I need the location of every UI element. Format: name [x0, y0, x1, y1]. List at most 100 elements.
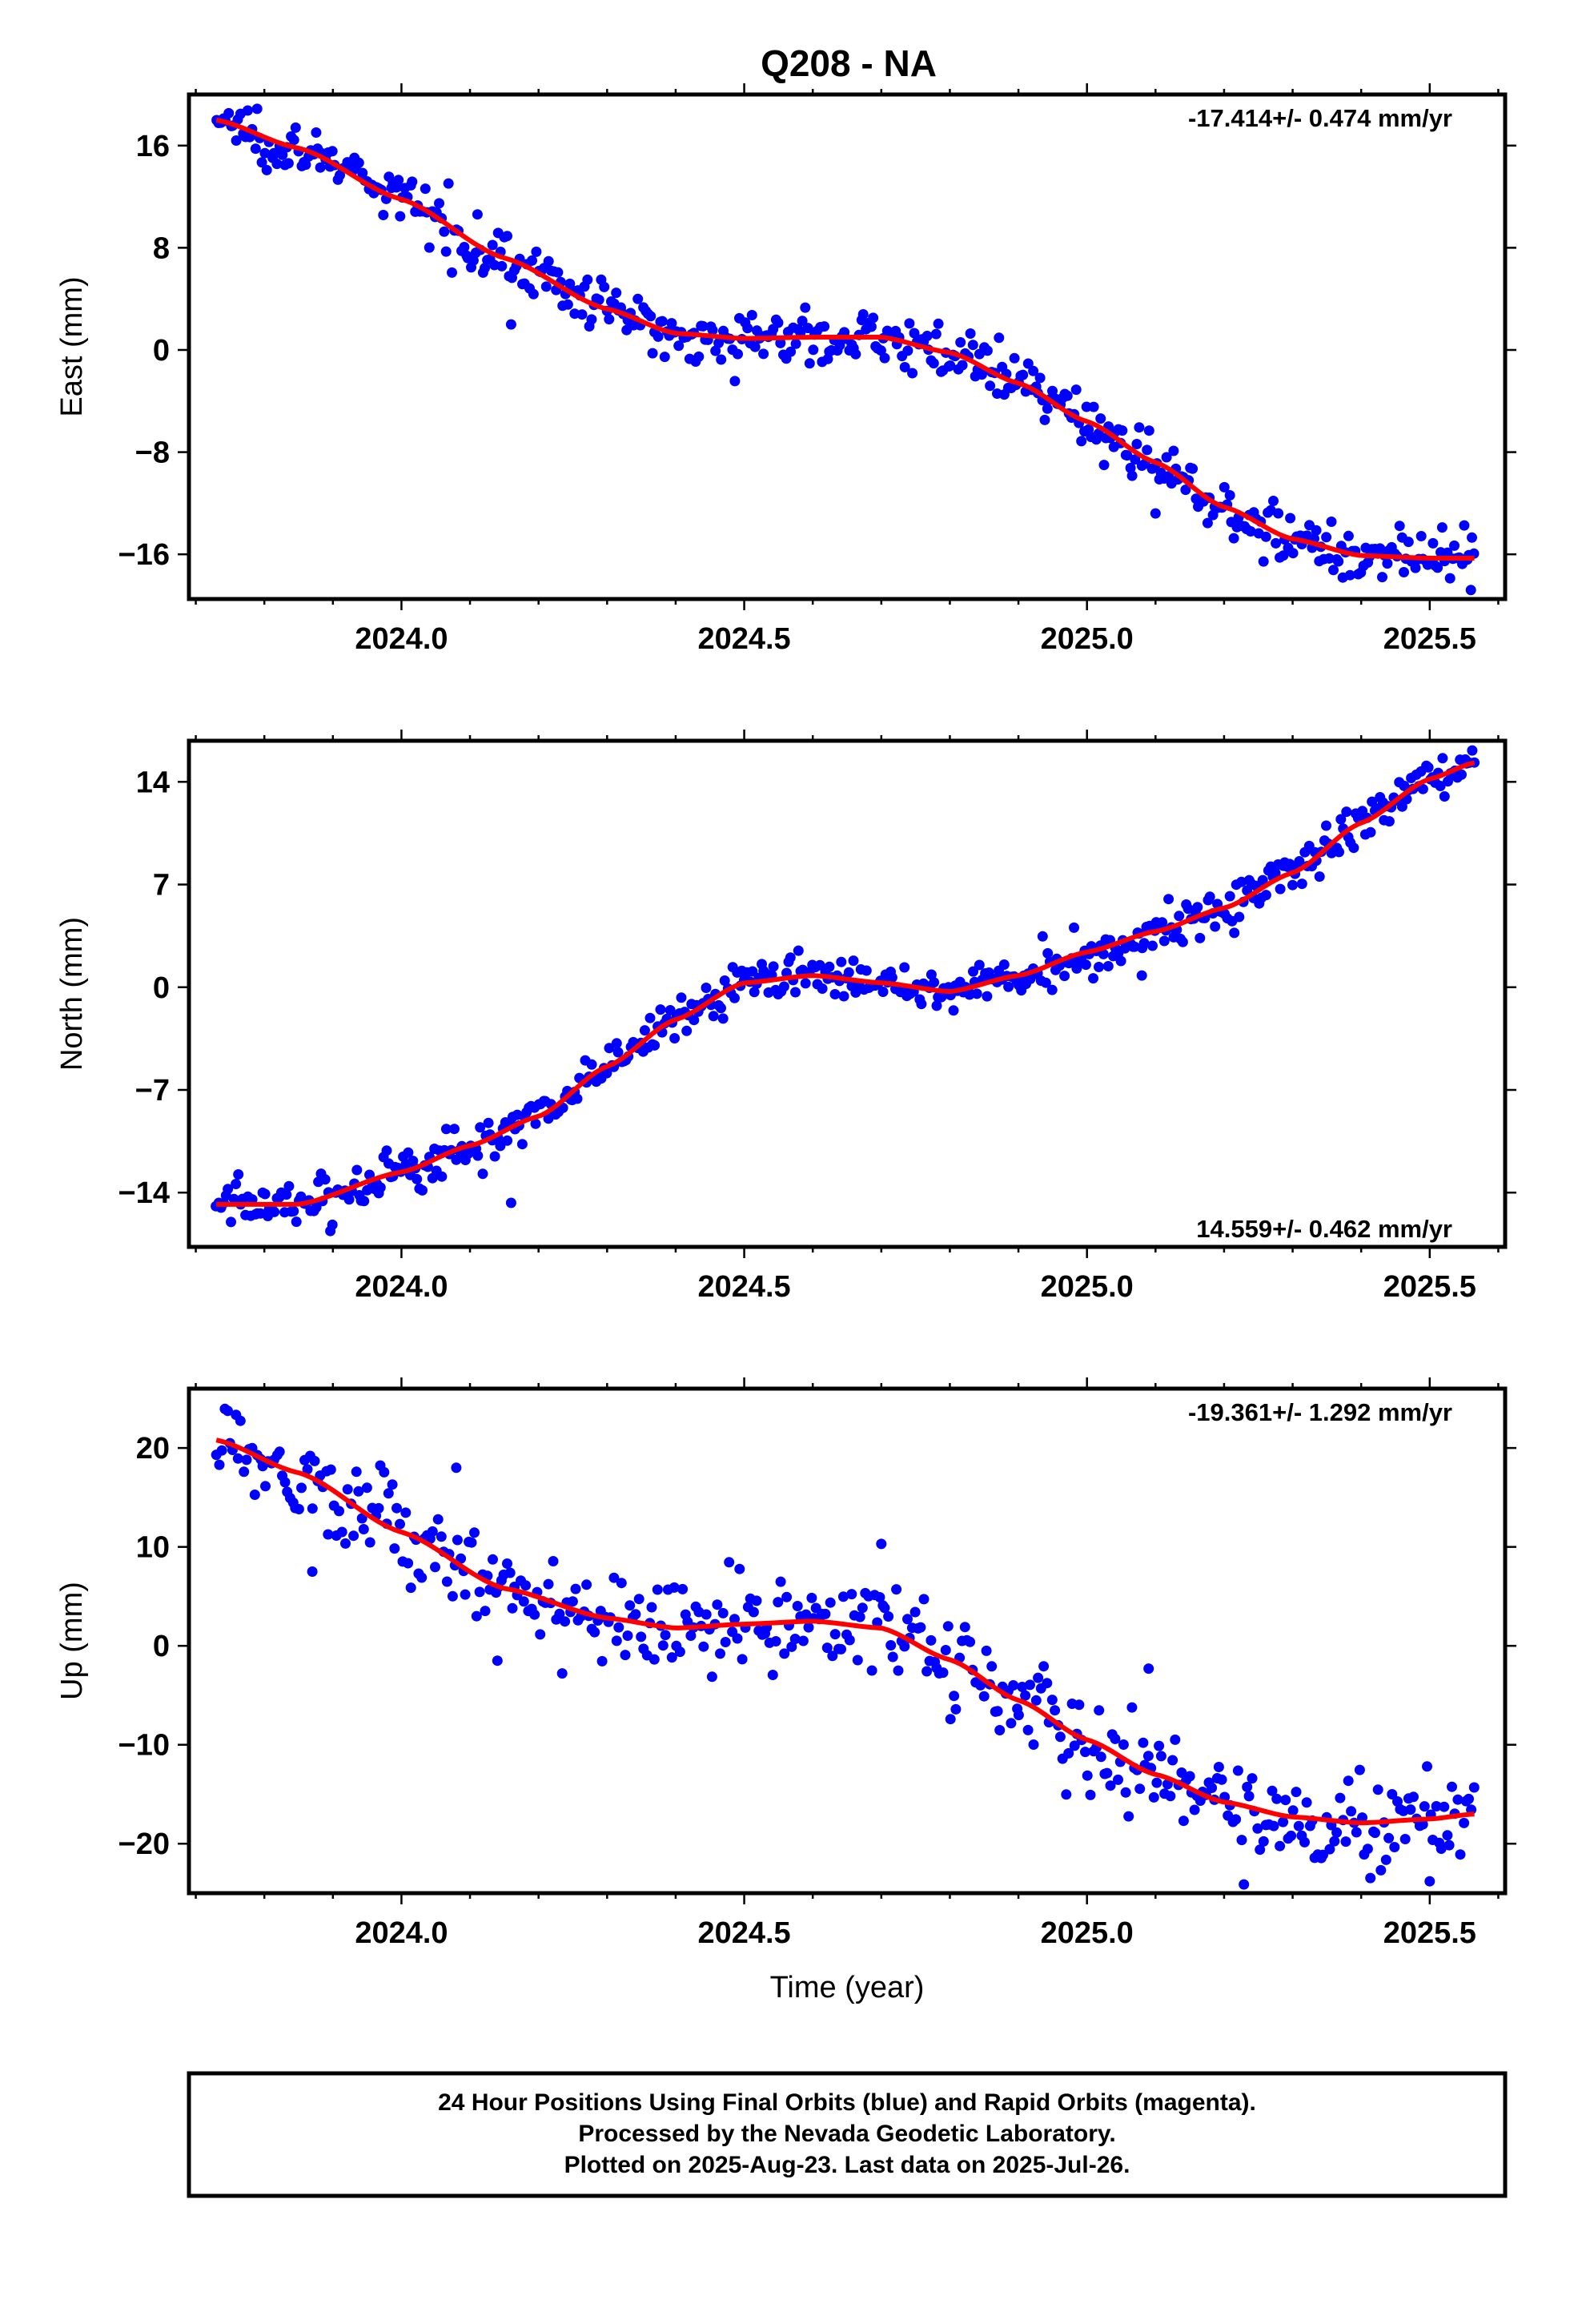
data-point [1252, 1823, 1263, 1834]
data-point [669, 1033, 681, 1043]
data-point [1098, 948, 1109, 959]
data-point [311, 127, 322, 138]
data-point [1382, 558, 1393, 569]
data-point [904, 318, 915, 329]
data-point [701, 983, 712, 993]
data-point [364, 1537, 375, 1548]
data-point [1323, 553, 1335, 564]
data-point [978, 1691, 990, 1702]
data-point [931, 1000, 942, 1011]
data-point [281, 1189, 292, 1200]
data-point [1287, 1805, 1299, 1816]
data-point [885, 1640, 897, 1651]
data-point [1155, 1751, 1166, 1762]
data-point [1210, 921, 1221, 932]
data-point [1431, 1801, 1442, 1811]
data-point [1334, 846, 1344, 858]
data-point [817, 983, 828, 994]
data-point [1354, 1764, 1365, 1775]
data-point [487, 239, 498, 251]
data-point [1046, 984, 1058, 995]
data-point [949, 1691, 960, 1702]
data-point [1271, 537, 1282, 549]
data-point [868, 312, 879, 324]
data-point [507, 1602, 518, 1614]
data-point [945, 360, 956, 371]
x-tick-label: 2024.0 [355, 622, 448, 656]
data-point [1236, 1835, 1247, 1846]
data-point [773, 1597, 784, 1608]
data-point [307, 1503, 318, 1514]
data-point [1351, 1827, 1362, 1838]
data-point [921, 1666, 933, 1677]
data-point [1167, 1755, 1178, 1766]
data-point [701, 1609, 712, 1620]
data-point [327, 146, 338, 157]
data-point [717, 1607, 729, 1618]
data-point [562, 299, 573, 310]
data-point [1037, 931, 1048, 942]
data-point [223, 1184, 234, 1195]
data-point [915, 1622, 926, 1633]
data-point [1389, 1842, 1400, 1852]
data-point [1365, 826, 1376, 838]
data-point [323, 1529, 334, 1540]
data-point [1095, 413, 1106, 424]
data-point [1383, 816, 1395, 827]
plot-frame [187, 92, 1508, 601]
y-tick-label: 0 [153, 971, 170, 1005]
data-point [1452, 1794, 1464, 1805]
data-point [1228, 533, 1239, 544]
data-point [1341, 806, 1352, 818]
data-point [502, 1135, 513, 1146]
data-point [808, 344, 819, 356]
data-point [1387, 1789, 1398, 1799]
data-point [1296, 879, 1307, 890]
x-tick-label: 2024.0 [355, 1916, 448, 1950]
data-point [412, 1173, 423, 1184]
data-point [652, 331, 664, 342]
data-point [540, 281, 552, 292]
data-point [649, 1039, 661, 1051]
data-point [1042, 947, 1054, 959]
data-point [824, 961, 835, 972]
data-point [646, 1602, 657, 1613]
data-point [439, 226, 450, 237]
data-point [1102, 1767, 1113, 1779]
data-point [1131, 439, 1142, 449]
data-point [1273, 508, 1284, 519]
data-point [358, 1524, 369, 1534]
data-point [1168, 445, 1179, 456]
data-point [1094, 1705, 1105, 1716]
data-point [630, 1609, 641, 1620]
y-tick-label: 10 [136, 1531, 170, 1565]
data-point [319, 1174, 331, 1185]
data-point [235, 1415, 246, 1426]
data-point [1271, 1793, 1283, 1804]
data-point [1415, 531, 1427, 541]
data-point [452, 1534, 463, 1546]
data-point [1136, 970, 1147, 981]
data-point [666, 1652, 677, 1663]
data-point [1291, 1787, 1302, 1798]
data-point [351, 1466, 362, 1478]
data-point [466, 1537, 477, 1548]
data-point [1224, 891, 1235, 902]
data-point [656, 316, 668, 327]
data-point [1095, 1751, 1106, 1763]
data-point [403, 1147, 414, 1158]
data-point [1236, 876, 1247, 887]
data-point [459, 242, 470, 252]
x-tick-label: 2025.5 [1383, 1916, 1476, 1950]
data-point [1380, 1854, 1391, 1865]
data-point [1456, 769, 1467, 780]
data-point [938, 1667, 949, 1679]
data-point [1260, 890, 1271, 901]
data-point [436, 1531, 447, 1542]
data-point [959, 1622, 970, 1633]
data-point [1436, 522, 1447, 533]
data-point [1070, 384, 1082, 396]
data-point [1357, 1812, 1367, 1823]
data-point [1080, 959, 1091, 971]
data-point [474, 1586, 485, 1598]
